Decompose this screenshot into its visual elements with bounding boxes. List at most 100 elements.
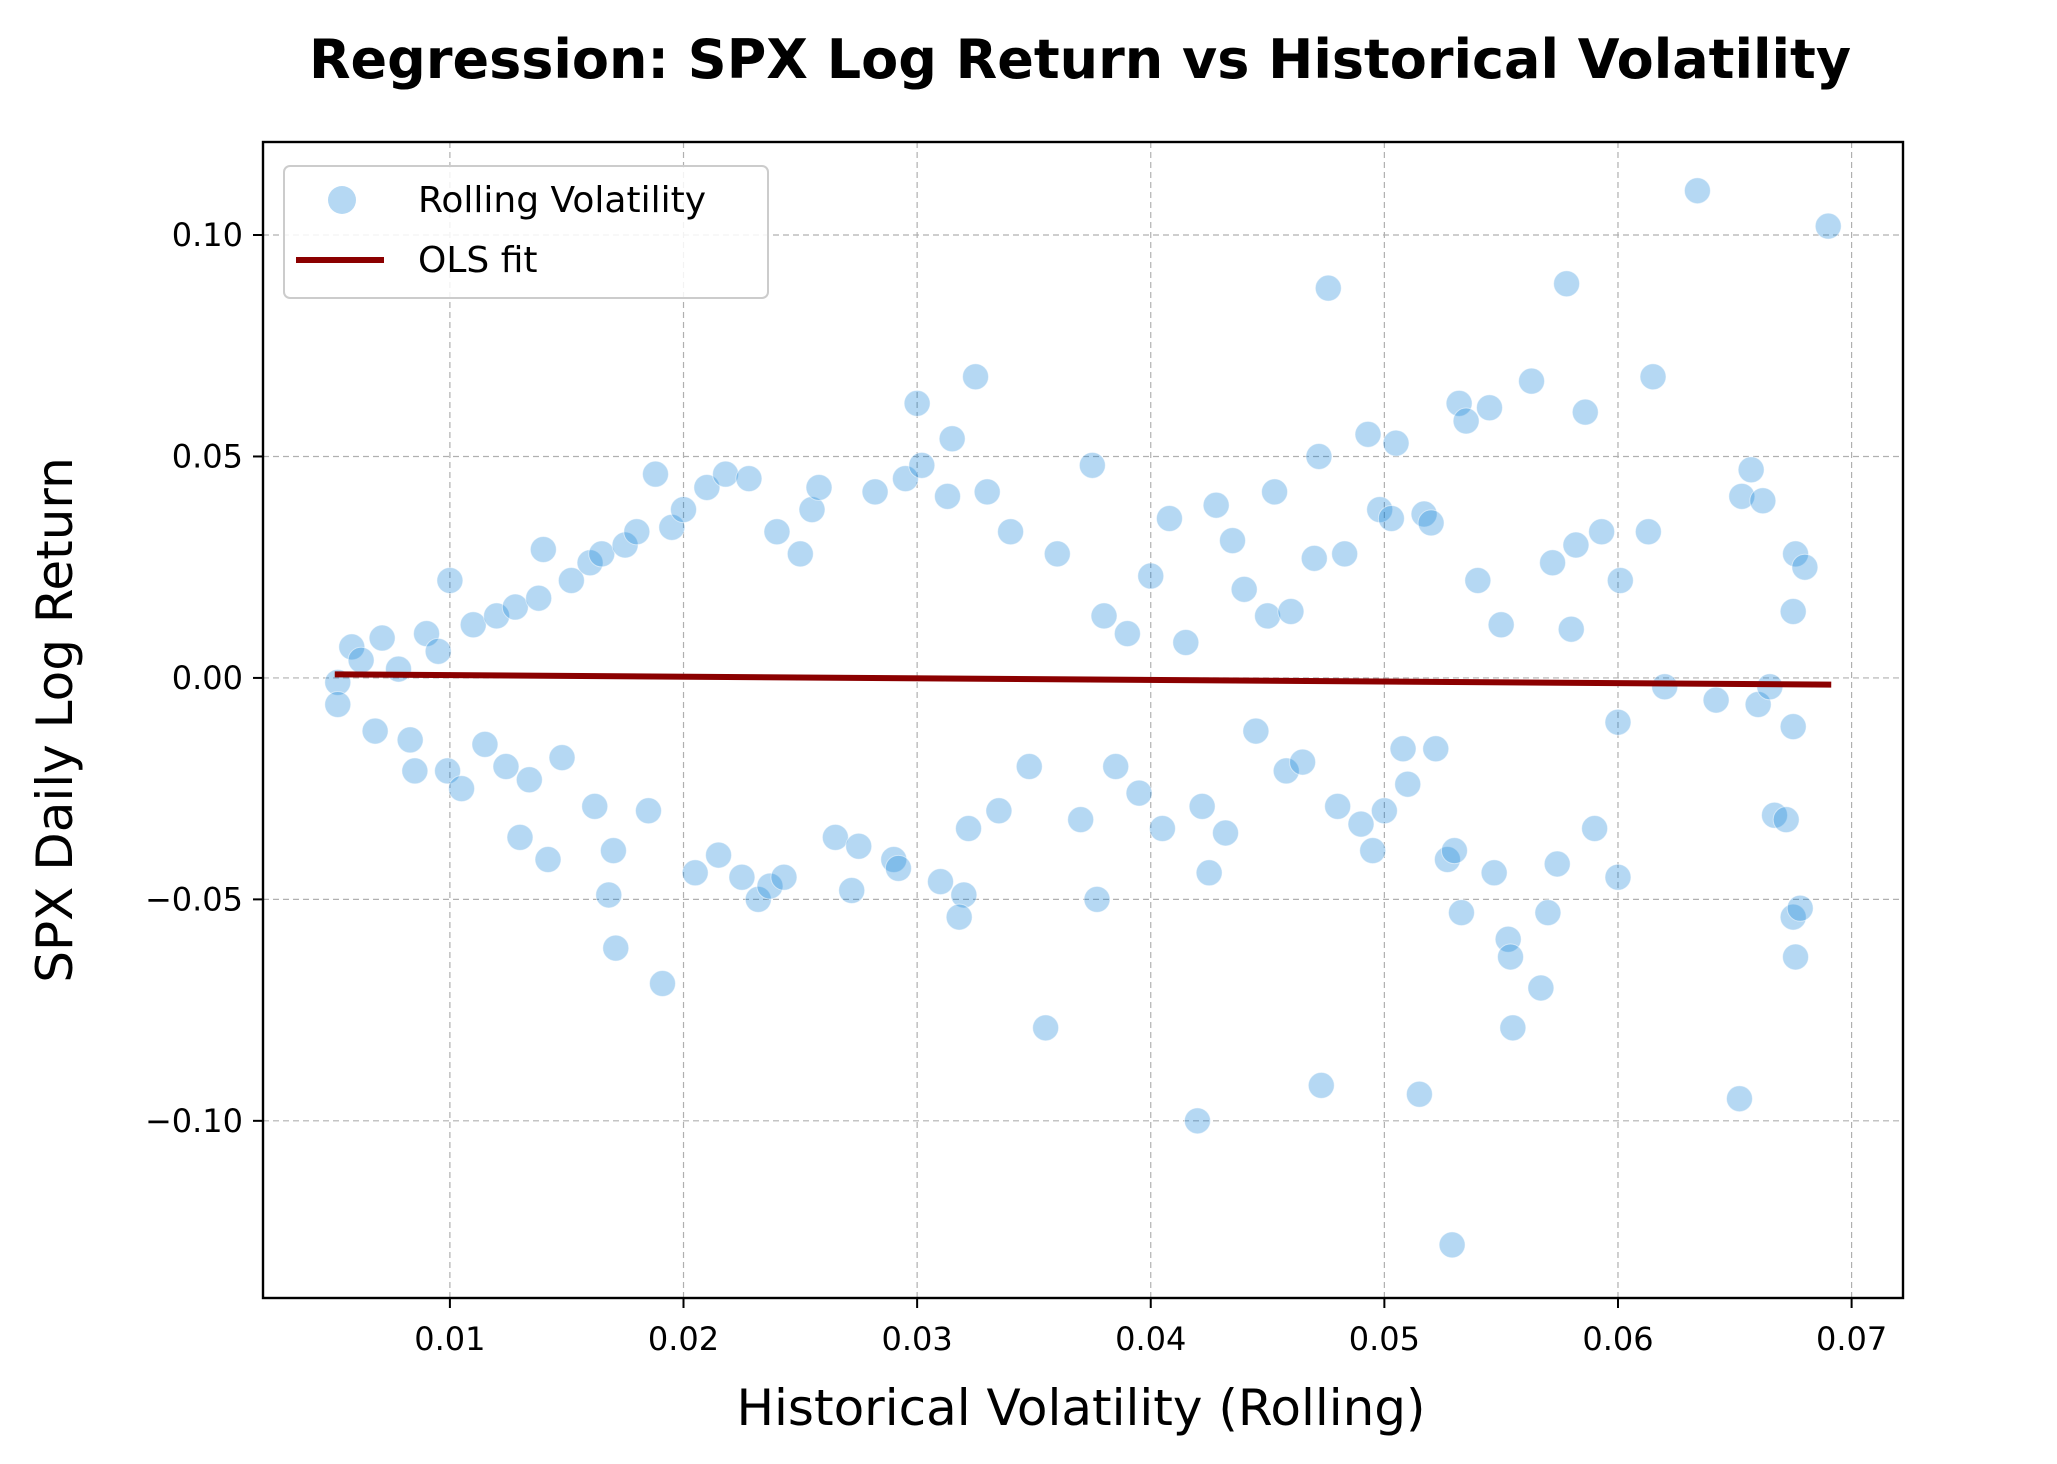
scatter-point <box>1113 620 1141 648</box>
scatter-point <box>1272 757 1300 785</box>
x-tick-label: 0.03 <box>882 1320 953 1358</box>
scatter-point <box>1172 628 1200 656</box>
scatter-point <box>926 868 954 896</box>
scatter-point <box>534 846 562 874</box>
scatter-point <box>1067 806 1095 834</box>
scatter-point <box>1683 177 1711 205</box>
scatter-point <box>770 863 798 891</box>
scatter-point <box>1277 597 1305 625</box>
scatter-point <box>1015 753 1043 781</box>
scatter-point <box>945 903 973 931</box>
scatter-point <box>962 363 990 391</box>
scatter-point <box>938 425 966 453</box>
scatter-point <box>1814 212 1842 240</box>
scatter-point <box>595 881 623 909</box>
scatter-point <box>1749 487 1777 515</box>
y-axis-label: SPX Daily Log Return <box>26 457 84 983</box>
scatter-point <box>934 482 962 510</box>
scatter-point <box>712 460 740 488</box>
scatter-point <box>1464 566 1492 594</box>
scatter-point <box>1571 398 1599 426</box>
scatter-point <box>1438 1231 1466 1259</box>
scatter-point <box>950 881 978 909</box>
scatter-point <box>401 757 429 785</box>
scatter-point <box>1702 686 1730 714</box>
y-tick-label: 0.00 <box>172 659 243 697</box>
scatter-point <box>891 465 919 493</box>
scatter-point <box>1032 1014 1060 1042</box>
scatter-point <box>1359 837 1387 865</box>
legend-box <box>283 165 769 299</box>
scatter-point <box>324 690 352 718</box>
scatter-point <box>368 624 396 652</box>
scatter-point <box>492 753 520 781</box>
x-tick-label: 0.02 <box>648 1320 719 1358</box>
scatter-point <box>1370 797 1398 825</box>
scatter-point <box>424 637 452 665</box>
scatter-point <box>361 717 389 745</box>
scatter-point <box>1354 420 1382 448</box>
scatter-point <box>1440 837 1468 865</box>
scatter-point <box>1494 925 1522 953</box>
scatter-point <box>1043 540 1071 568</box>
scatter-point <box>884 854 912 882</box>
scatter-point <box>1102 753 1130 781</box>
scatter-point <box>1377 504 1405 532</box>
scatter-point <box>997 518 1025 546</box>
scatter-point <box>338 633 366 661</box>
scatter-point <box>1305 442 1333 470</box>
scatter-point <box>1195 859 1223 887</box>
scatter-point <box>1581 815 1609 843</box>
scatter-point <box>1604 863 1632 891</box>
scatter-point <box>557 566 585 594</box>
y-tick-label: 0.05 <box>172 437 243 475</box>
scatter-point <box>634 797 662 825</box>
scatter-point <box>1324 792 1352 820</box>
legend-label-ols-fit: OLS fit <box>418 240 537 281</box>
scatter-point <box>623 518 651 546</box>
scatter-point <box>1212 819 1240 847</box>
scatter-point <box>955 815 983 843</box>
scatter-point <box>525 584 553 612</box>
scatter-point <box>1148 815 1176 843</box>
scatter-point <box>1786 894 1814 922</box>
scatter-point <box>1497 943 1525 971</box>
scatter-point <box>588 540 616 568</box>
scatter-point <box>506 823 534 851</box>
legend-label-rolling-volatility: Rolling Volatility <box>418 180 706 221</box>
ols-fit-line-segment <box>334 671 1832 688</box>
scatter-point <box>1557 615 1585 643</box>
scatter-point <box>1728 482 1756 510</box>
scatter-point <box>1452 407 1480 435</box>
scatter-point <box>1137 562 1165 590</box>
scatter-point <box>1447 899 1475 927</box>
scatter-point <box>1366 496 1394 524</box>
scatter-point <box>1347 810 1375 838</box>
scatter-point <box>1772 806 1800 834</box>
scatter-point <box>1242 717 1270 745</box>
scatter-point <box>1475 394 1503 422</box>
scatter-point <box>529 535 557 563</box>
scatter-point <box>1422 735 1450 763</box>
scatter-point <box>1405 1080 1433 1108</box>
scatter-point <box>985 797 1013 825</box>
scatter-point <box>1518 367 1546 395</box>
scatter-point <box>602 934 630 962</box>
scatter-point <box>347 646 375 674</box>
scatter-point <box>1782 540 1810 568</box>
scatter-point <box>1300 544 1328 572</box>
scatter-point <box>1651 673 1679 701</box>
scatter-point <box>838 877 866 905</box>
scatter-point <box>576 549 604 577</box>
scatter-point <box>436 566 464 594</box>
scatter-point <box>821 823 849 851</box>
y-tick-label: −0.05 <box>145 880 243 918</box>
scatter-point <box>548 744 576 772</box>
scatter-point <box>693 473 721 501</box>
legend-marker-rolling-volatility <box>328 186 356 214</box>
scatter-point <box>1188 792 1216 820</box>
scatter-points <box>324 177 1842 1259</box>
scatter-point <box>1410 500 1438 528</box>
scatter-point <box>1480 859 1508 887</box>
scatter-point <box>1307 1071 1335 1099</box>
